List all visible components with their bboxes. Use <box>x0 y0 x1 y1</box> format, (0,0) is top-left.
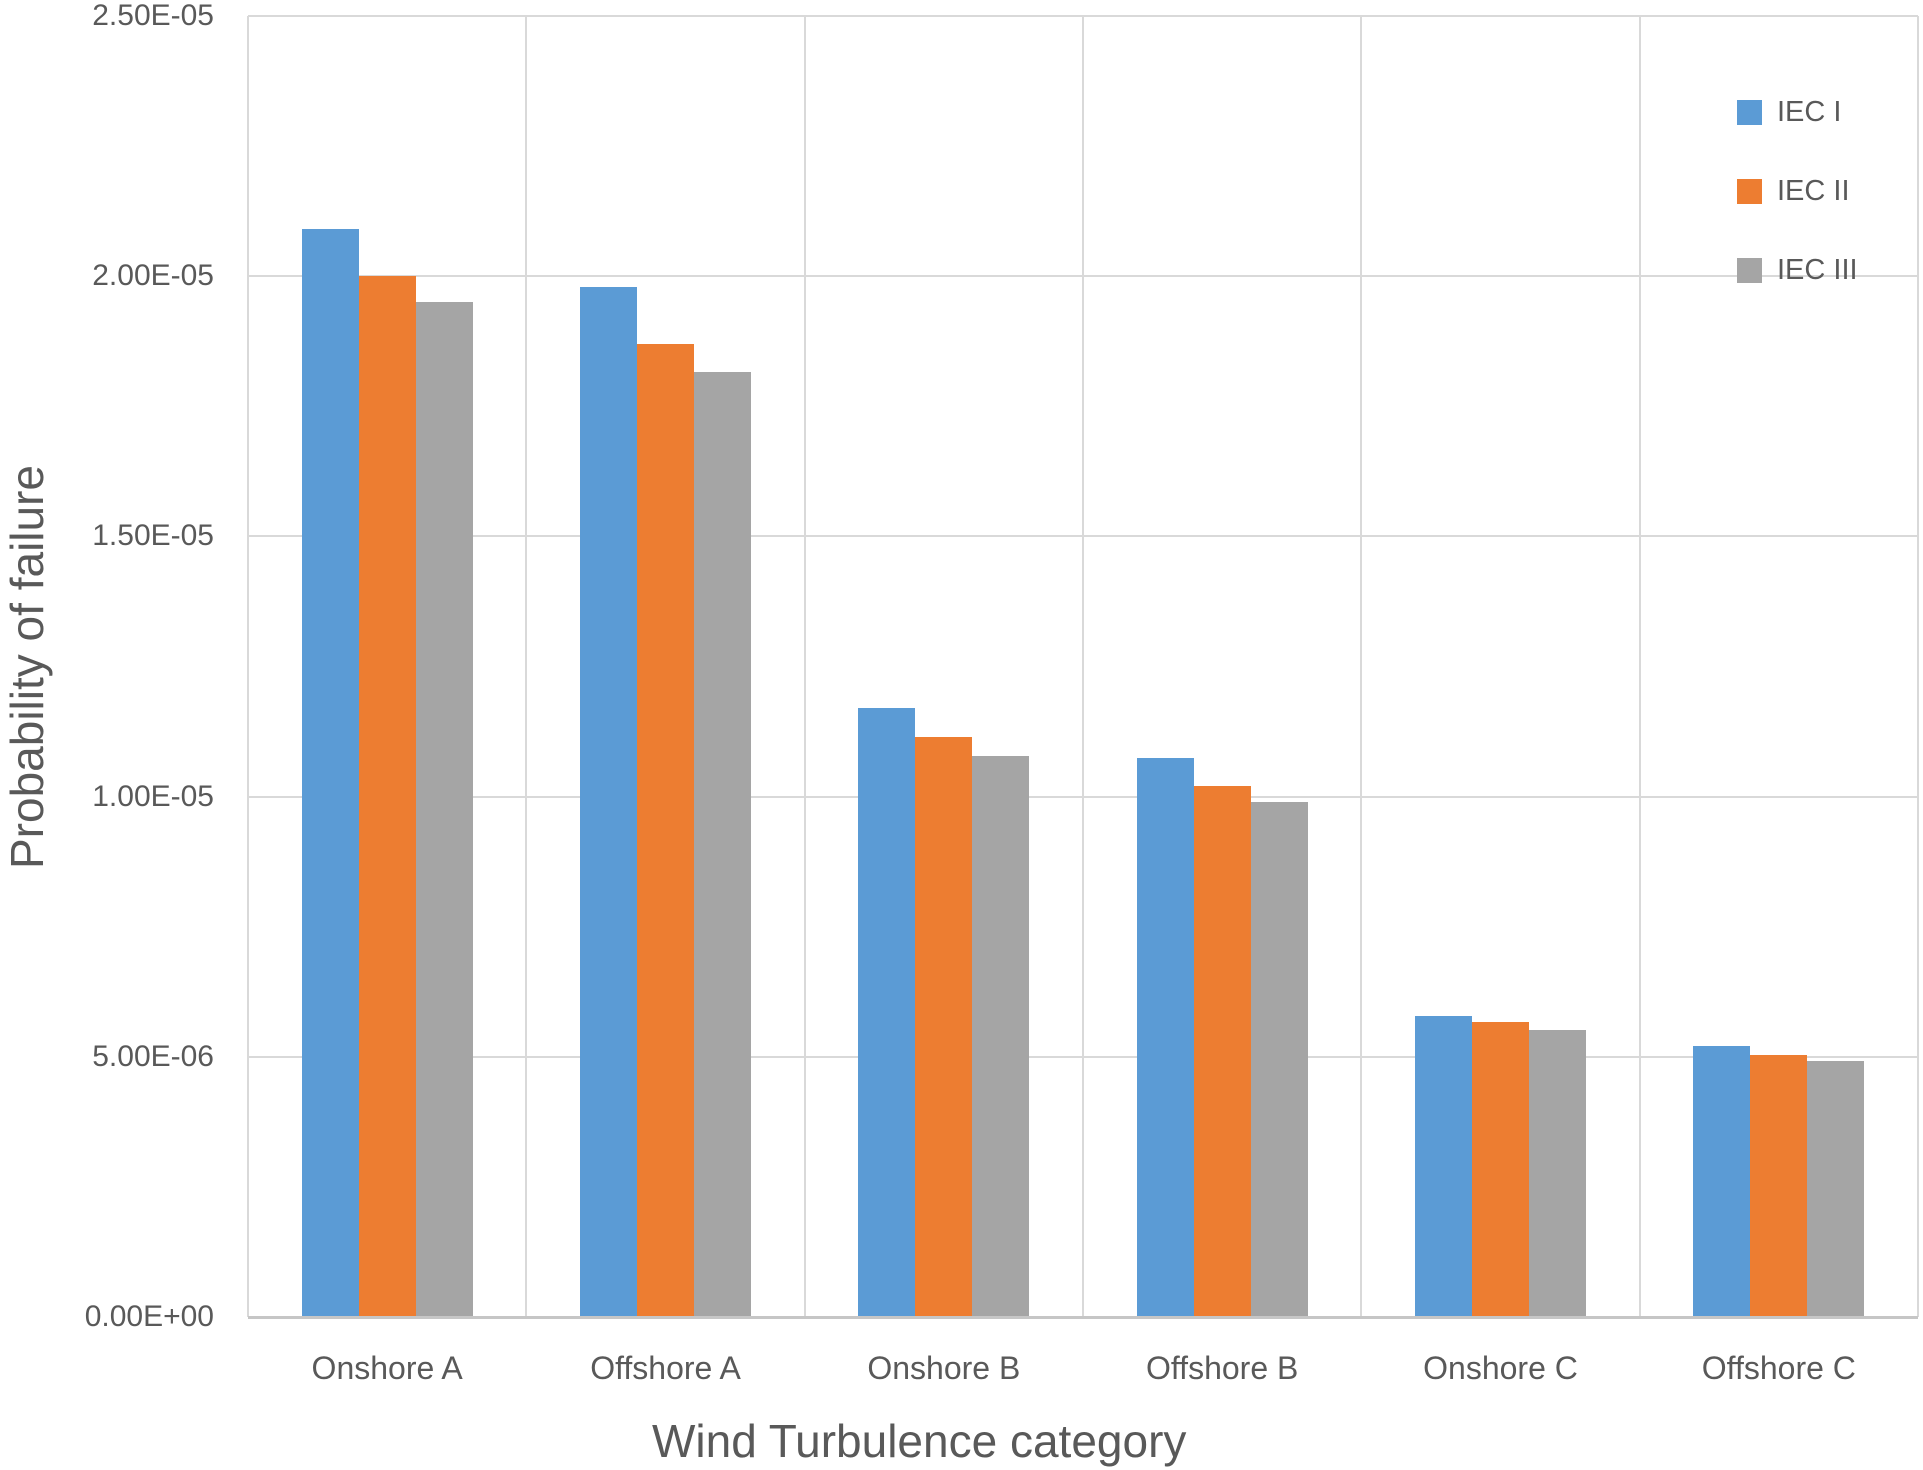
bar-onshore-c-iec-i <box>1415 1016 1472 1317</box>
legend-swatch-iec-iii <box>1737 258 1762 283</box>
bar-onshore-a-iec-iii <box>415 302 473 1317</box>
bar-offshore-b-iec-iii <box>1250 801 1308 1317</box>
bar-offshore-b-iec-ii <box>1193 785 1251 1317</box>
legend-item-iec-i: IEC I <box>1737 96 1858 129</box>
horizontal-gridline <box>248 15 1918 17</box>
legend-swatch-iec-ii <box>1737 179 1762 204</box>
bar-onshore-c-iec-iii <box>1529 1030 1586 1317</box>
horizontal-gridline <box>248 535 1918 538</box>
vertical-gridline <box>525 16 528 1317</box>
x-axis-category-label: Onshore B <box>867 1350 1021 1386</box>
vertical-gridline <box>1917 16 1919 1317</box>
y-axis-tick-label: 5.00E-06 <box>92 1039 214 1073</box>
horizontal-gridline <box>248 275 1918 278</box>
legend-label: IEC I <box>1777 96 1842 128</box>
legend-item-iec-ii: IEC II <box>1737 175 1858 208</box>
horizontal-gridline <box>248 1055 1918 1058</box>
legend-label: IEC II <box>1777 175 1850 207</box>
bar-onshore-b-iec-ii <box>915 736 973 1317</box>
x-axis-category-label: Onshore C <box>1423 1350 1578 1386</box>
bar-offshore-a-iec-ii <box>637 343 694 1317</box>
bar-onshore-b-iec-i <box>858 708 916 1317</box>
bar-onshore-b-iec-iii <box>972 756 1030 1317</box>
bar-offshore-a-iec-iii <box>694 372 751 1317</box>
bar-offshore-c-iec-iii <box>1807 1060 1865 1317</box>
bar-offshore-c-iec-ii <box>1750 1055 1808 1317</box>
y-axis-tick-label: 2.50E-05 <box>92 0 214 32</box>
x-axis-category-label: Onshore A <box>311 1350 463 1386</box>
legend: IEC I IEC II IEC III <box>1737 96 1858 287</box>
vertical-gridline <box>1082 16 1084 1317</box>
x-axis-category-label: Offshore C <box>1701 1350 1856 1386</box>
vertical-gridline <box>1638 16 1641 1317</box>
legend-label: IEC III <box>1777 254 1858 286</box>
x-axis-line <box>248 1316 1918 1319</box>
y-axis-tick-label: 1.00E-05 <box>92 779 214 813</box>
bar-offshore-a-iec-i <box>580 286 637 1317</box>
horizontal-gridline <box>248 795 1918 798</box>
vertical-gridline <box>1360 16 1363 1317</box>
bar-offshore-b-iec-i <box>1136 757 1194 1317</box>
x-axis-category-label: Offshore A <box>590 1350 741 1386</box>
y-axis-tick-label: 0.00E+00 <box>84 1300 214 1333</box>
y-axis-tick-label: 1.50E-05 <box>92 519 214 553</box>
bar-offshore-c-iec-i <box>1693 1045 1751 1317</box>
x-axis-title: Wind Turbulence category <box>652 1415 1187 1467</box>
vertical-gridline <box>803 16 806 1317</box>
bar-onshore-a-iec-i <box>301 229 359 1317</box>
x-axis-category-label: Offshore B <box>1145 1350 1299 1386</box>
legend-item-iec-iii: IEC III <box>1737 254 1858 287</box>
bar-onshore-c-iec-ii <box>1472 1021 1529 1317</box>
bar-onshore-a-iec-ii <box>358 276 416 1317</box>
vertical-gridline <box>247 16 249 1317</box>
y-axis-tick-label: 2.00E-05 <box>92 259 214 293</box>
legend-swatch-iec-i <box>1737 100 1762 125</box>
